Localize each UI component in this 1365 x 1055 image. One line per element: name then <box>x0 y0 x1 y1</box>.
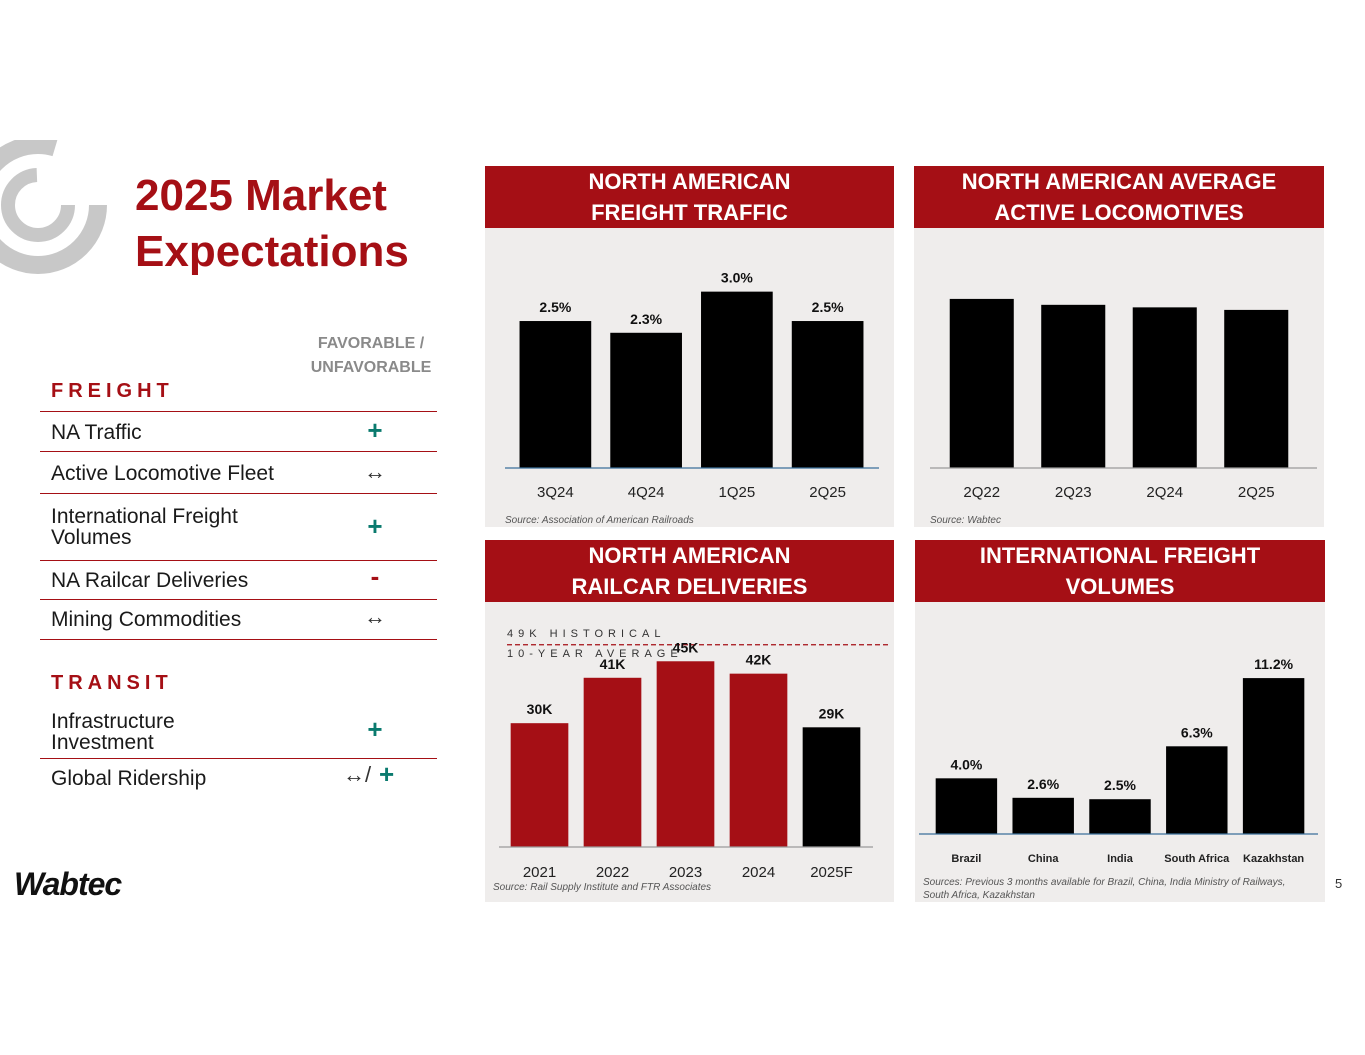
favorable-symbol: + <box>367 415 383 445</box>
international-volumes-chart: 4.0% Brazil 2.6% China 2.5% India 6.3% South Af… <box>919 656 1318 865</box>
bar <box>610 332 682 468</box>
active-locomotives-panel: NORTH AMERICAN AVERAGE ACTIVE LOCOMOTIVE… <box>914 166 1324 527</box>
table-row: Active Locomotive Fleet ↔ <box>40 452 437 494</box>
bar <box>729 673 788 847</box>
data-label: 4.0% <box>950 756 982 772</box>
favorable-symbol: + <box>367 511 383 541</box>
category-tick-label: South Africa <box>1164 853 1230 865</box>
panel-title: NORTH AMERICAN AVERAGE ACTIVE LOCOMOTIVE… <box>914 166 1324 228</box>
favorable-column-header: FAVORABLE / UNFAVORABLE <box>310 335 432 376</box>
table-row: Infrastructure Investment + <box>40 704 437 759</box>
bar <box>1012 797 1074 834</box>
data-label: 11.2% <box>1254 656 1293 672</box>
bar <box>949 298 1014 468</box>
favorable-symbol: + <box>367 714 383 744</box>
railcar-deliveries-panel: NORTH AMERICAN RAILCAR DELIVERIES 49K HI… <box>485 540 894 902</box>
category-tick-label: 3Q24 <box>537 484 574 501</box>
neutral-symbol: ↔ <box>364 604 386 629</box>
reference-label: 49K HISTORICAL <box>507 628 665 640</box>
data-label: 2.5% <box>812 299 844 315</box>
freight-traffic-panel: NORTH AMERICAN FREIGHT TRAFFIC 2.5% 3Q24 2… <box>485 166 894 527</box>
data-label: 2.3% <box>630 311 662 327</box>
freight-top-divider <box>40 411 437 412</box>
bar <box>519 321 592 468</box>
table-row: NA Traffic + <box>40 412 437 452</box>
bar <box>1089 799 1151 834</box>
data-label: 41K <box>600 656 626 672</box>
data-label: 2.5% <box>1104 777 1136 793</box>
category-tick-label: 2Q24 <box>1146 484 1183 501</box>
panel-title: INTERNATIONAL FREIGHT VOLUMES <box>915 540 1325 602</box>
freight-traffic-chart: 2.5% 3Q24 2.3% 4Q24 3.0% 1Q25 2.5% 2Q25 <box>505 270 879 501</box>
international-volumes-panel: INTERNATIONAL FREIGHT VOLUMES 4.0% Brazil… <box>915 540 1325 902</box>
bar <box>791 321 864 468</box>
category-tick-label: 4Q24 <box>628 484 665 501</box>
category-tick-label: 2Q25 <box>1238 484 1275 501</box>
data-label: 30K <box>527 701 553 717</box>
bar <box>701 291 773 468</box>
freight-section-header: FREIGHT <box>51 380 174 402</box>
source-note: Source: Association of American Railroad… <box>505 515 694 526</box>
panel-title: NORTH AMERICAN RAILCAR DELIVERIES <box>485 540 894 602</box>
neutral-symbol: ↔/ <box>343 762 372 787</box>
table-row: Mining Commodities ↔ <box>40 600 437 640</box>
category-tick-label: 2Q22 <box>963 484 1000 501</box>
category-tick-label: 1Q25 <box>719 484 756 501</box>
bar <box>1224 309 1289 468</box>
wabtec-wordmark: Wabtec <box>14 866 122 902</box>
active-locomotives-chart: 2Q22 2Q23 2Q24 2Q25 <box>930 298 1317 501</box>
category-tick-label: China <box>1028 853 1059 865</box>
favorable-symbol: + <box>379 759 395 789</box>
bar <box>802 727 861 847</box>
bar <box>510 723 569 847</box>
category-tick-label: 2025F <box>810 864 853 881</box>
source-note: Source: Wabtec <box>930 515 1001 526</box>
category-tick-label: Kazakhstan <box>1243 853 1304 865</box>
bar <box>1242 678 1305 834</box>
data-label: 3.0% <box>721 270 753 286</box>
category-tick-label: 2Q23 <box>1055 484 1092 501</box>
bar <box>1041 304 1106 468</box>
source-note: Source: Rail Supply Institute and FTR As… <box>493 882 712 893</box>
source-note: Sources: Previous 3 months available for… <box>923 877 1286 901</box>
data-label: 45K <box>673 639 699 655</box>
data-label: 2.6% <box>1027 776 1059 792</box>
category-tick-label: 2023 <box>669 864 702 881</box>
reference-label: 10-YEAR AVERAGE <box>507 648 683 660</box>
category-tick-label: Brazil <box>951 853 981 865</box>
neutral-symbol: ↔ <box>364 459 386 484</box>
table-row: NA Railcar Deliveries - <box>40 561 437 600</box>
bar <box>1132 307 1197 468</box>
unfavorable-symbol: - <box>370 561 380 591</box>
bar <box>583 677 642 847</box>
page-title: 2025 Market Expectations <box>135 171 409 276</box>
category-tick-label: 2022 <box>596 864 629 881</box>
table-row: Global Ridership ↔/ + <box>51 759 395 790</box>
table-row: International Freight Volumes + <box>40 494 437 561</box>
data-label: 29K <box>819 705 845 721</box>
railcar-deliveries-chart: 49K HISTORICAL 10-YEAR AVERAGE 30K 2021 41K 2… <box>499 628 888 881</box>
category-tick-label: 2021 <box>523 864 556 881</box>
panel-title: NORTH AMERICAN FREIGHT TRAFFIC <box>485 166 894 228</box>
page-number: 5 <box>1335 876 1343 891</box>
category-tick-label: 2Q25 <box>809 484 846 501</box>
transit-section-header: TRANSIT <box>51 672 173 694</box>
wabtec-swirl-logo <box>0 140 107 274</box>
data-label: 6.3% <box>1181 724 1213 740</box>
data-label: 42K <box>746 652 772 668</box>
bar <box>935 778 998 834</box>
bar <box>1166 746 1228 834</box>
category-tick-label: India <box>1107 853 1134 865</box>
bar <box>656 661 715 847</box>
data-label: 2.5% <box>539 299 571 315</box>
category-tick-label: 2024 <box>742 864 775 881</box>
